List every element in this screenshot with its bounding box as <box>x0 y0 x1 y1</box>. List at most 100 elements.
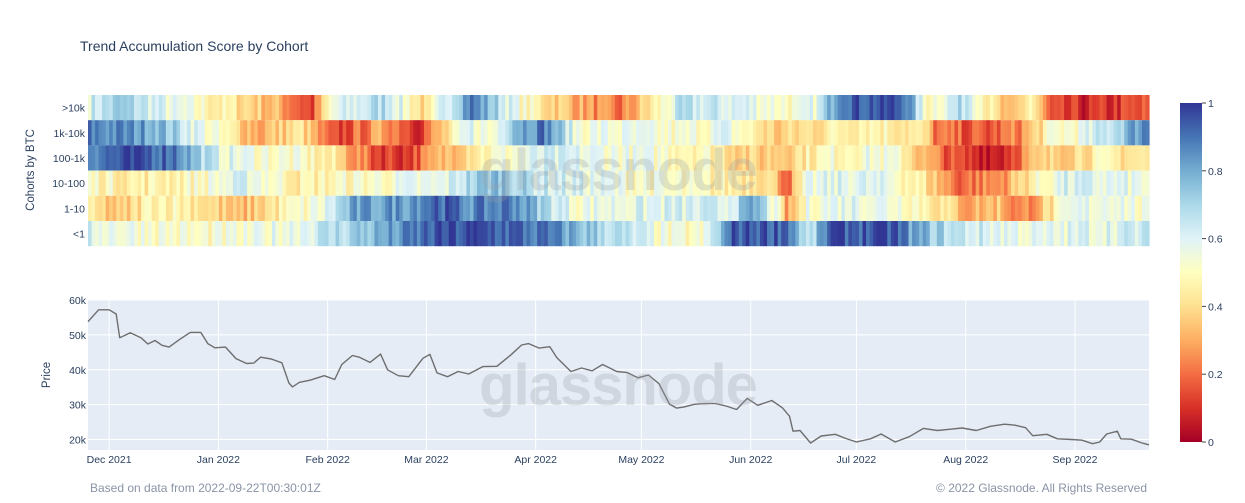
heatmap-cell <box>250 145 255 171</box>
heatmap-cell <box>95 221 100 247</box>
heatmap-cell <box>979 120 984 146</box>
heatmap-cell <box>883 145 888 171</box>
heatmap-cell <box>622 170 627 196</box>
heatmap-cell <box>989 120 994 146</box>
heatmap-cell <box>381 120 386 146</box>
heatmap-cell <box>583 145 588 171</box>
heatmap-cell <box>908 120 913 146</box>
heatmap-cell <box>586 221 591 247</box>
heatmap-cell <box>820 170 825 196</box>
heatmap-cell <box>445 221 450 247</box>
heatmap-cell <box>342 221 347 247</box>
heatmap-cell <box>480 145 485 171</box>
heatmap-cell <box>275 195 280 221</box>
heatmap-cell <box>95 120 100 146</box>
heatmap-cell <box>767 221 772 247</box>
heatmap-cell <box>218 221 223 247</box>
heatmap-cell <box>360 145 365 171</box>
heatmap-cell <box>692 170 697 196</box>
heatmap-cell <box>1113 120 1118 146</box>
heatmap-cell <box>303 120 308 146</box>
heatmap-cell <box>409 195 414 221</box>
heatmap-cell <box>1113 170 1118 196</box>
heatmap-cell <box>1085 145 1090 171</box>
heatmap-cell <box>830 195 835 221</box>
heatmap-cell <box>1103 145 1108 171</box>
heatmap-cell <box>133 170 139 196</box>
heatmap-cell <box>416 120 422 146</box>
heatmap-cell <box>696 221 701 247</box>
heatmap-cell <box>837 95 842 121</box>
heatmap-cell <box>554 170 559 196</box>
heatmap-cell <box>897 120 903 146</box>
heatmap-cell <box>402 120 407 146</box>
heatmap-cell <box>600 145 605 171</box>
heatmap-cell <box>512 195 517 221</box>
heatmap-cell <box>880 221 885 247</box>
heatmap-cell <box>523 95 528 121</box>
heatmap-row-label: 10-100 <box>52 178 85 190</box>
heatmap-cell <box>307 170 312 196</box>
heatmap-cell <box>1032 170 1037 196</box>
heatmap-cell <box>668 95 673 121</box>
heatmap-cell <box>738 221 743 247</box>
heatmap-cell <box>675 120 680 146</box>
heatmap-cell <box>579 195 584 221</box>
heatmap-cell <box>416 145 422 171</box>
heatmap-cell <box>820 145 825 171</box>
heatmap-cell <box>303 145 308 171</box>
heatmap-cell <box>795 95 800 121</box>
heatmap-cell <box>462 95 468 121</box>
heatmap-cell <box>876 145 881 171</box>
heatmap-cell <box>240 120 245 146</box>
heatmap-cell <box>370 170 376 196</box>
price-x-tick-label: May 2022 <box>618 454 664 466</box>
colorbar: 10.80.60.40.20 <box>1180 98 1223 449</box>
heatmap-cell <box>360 120 365 146</box>
heatmap-cell <box>187 120 192 146</box>
heatmap-cell <box>155 221 160 247</box>
heatmap-cell <box>1035 95 1040 121</box>
heatmap-cell <box>413 95 418 121</box>
heatmap-cell <box>1025 120 1030 146</box>
heatmap-cell <box>929 170 934 196</box>
heatmap-cell <box>710 170 715 196</box>
heatmap-cell <box>1127 120 1132 146</box>
heatmap-cell <box>395 120 400 146</box>
heatmap-cell <box>155 95 160 121</box>
heatmap-cell <box>208 221 213 247</box>
heatmap-cell <box>512 170 517 196</box>
heatmap-cell <box>657 170 662 196</box>
heatmap-cell <box>363 95 368 121</box>
heatmap-cell <box>816 145 821 171</box>
heatmap-cell <box>593 221 598 247</box>
heatmap-cell <box>692 195 697 221</box>
heatmap-cell <box>873 95 878 121</box>
heatmap-cell <box>462 120 468 146</box>
heatmap-cell <box>774 120 779 146</box>
heatmap-cell <box>699 95 704 121</box>
price-series-line <box>87 309 1150 446</box>
heatmap-cell <box>314 120 319 146</box>
heatmap-cell <box>894 221 899 247</box>
heatmap-cell <box>844 221 849 247</box>
heatmap-cell <box>1042 170 1048 196</box>
heatmap-cell <box>243 120 248 146</box>
heatmap-cell <box>519 195 524 221</box>
heatmap-cell <box>349 120 354 146</box>
heatmap-cell <box>618 145 623 171</box>
heatmap-cell <box>922 120 927 146</box>
heatmap-cell <box>271 170 277 196</box>
heatmap-cell <box>254 120 259 146</box>
heatmap-cell <box>1071 145 1076 171</box>
heatmap-cell <box>816 195 821 221</box>
heatmap-cell <box>300 95 305 121</box>
heatmap-cell <box>724 195 729 221</box>
heatmap-cell <box>703 145 708 171</box>
heatmap-cell <box>452 120 457 146</box>
heatmap-cell <box>657 120 662 146</box>
heatmap-cell <box>133 95 139 121</box>
heatmap-cell <box>579 95 584 121</box>
heatmap-cell <box>975 120 980 146</box>
heatmap-cell <box>473 221 478 247</box>
